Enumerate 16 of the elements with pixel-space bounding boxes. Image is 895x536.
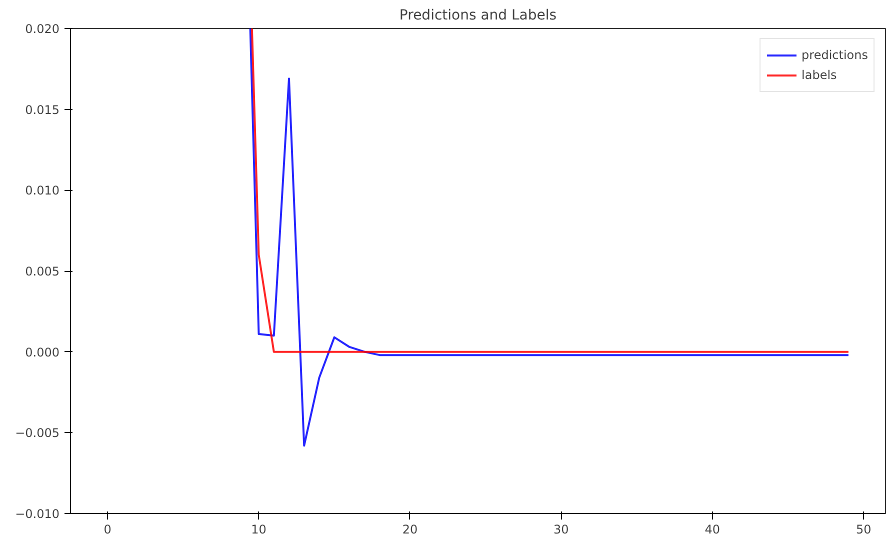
legend-label: predictions bbox=[802, 48, 868, 62]
legend-label: labels bbox=[802, 68, 837, 82]
x-tick-label: 0 bbox=[104, 522, 112, 536]
y-tick-label: 0.000 bbox=[25, 345, 60, 360]
x-tick-label: 40 bbox=[704, 522, 720, 536]
y-tick-label: 0.010 bbox=[25, 184, 60, 198]
x-tick-label: 50 bbox=[856, 522, 872, 536]
y-tick-label: −0.010 bbox=[15, 507, 60, 521]
chart-title: Predictions and Labels bbox=[399, 8, 557, 24]
y-tick-label: −0.005 bbox=[15, 426, 60, 440]
x-tick-label: 20 bbox=[402, 522, 418, 536]
y-tick-label: 0.015 bbox=[25, 102, 60, 117]
x-tick-label: 30 bbox=[554, 522, 569, 536]
y-tick-label: 0.020 bbox=[25, 22, 60, 36]
x-tick-label: 10 bbox=[251, 522, 266, 536]
y-tick-label: 0.005 bbox=[25, 264, 60, 278]
